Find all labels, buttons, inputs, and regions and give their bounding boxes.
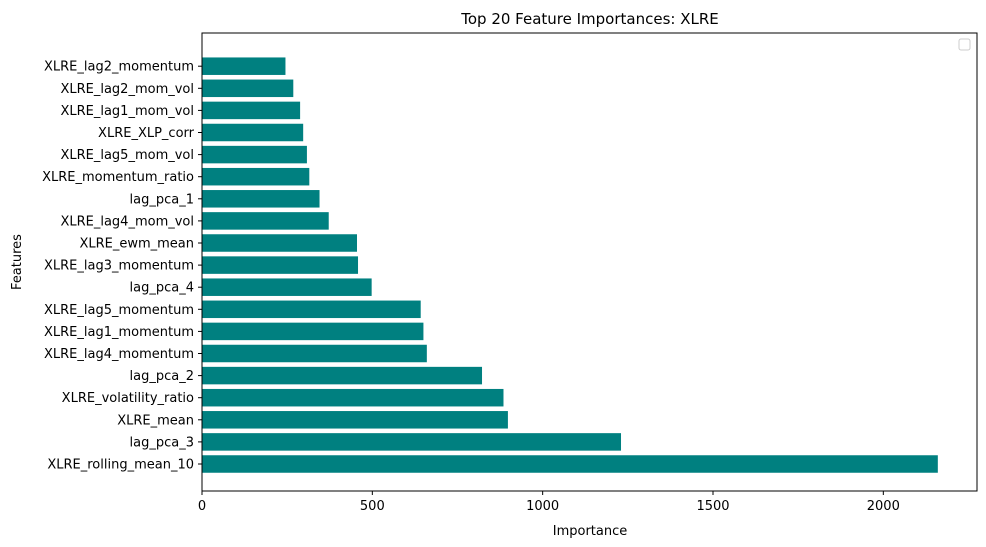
y-tick-label: XLRE_lag4_momentum	[44, 347, 194, 362]
bar	[202, 366, 483, 385]
x-tick-label: 1500	[696, 499, 729, 514]
y-tick-label: XLRE_lag2_momentum	[44, 60, 194, 75]
bar	[202, 300, 421, 319]
y-tick-label: lag_pca_4	[130, 281, 194, 296]
y-tick-label: XLRE_lag5_momentum	[44, 303, 194, 318]
y-tick-label: lag_pca_2	[130, 369, 194, 384]
y-tick-label: XLRE_XLP_corr	[98, 126, 195, 141]
y-tick-labels: XLRE_rolling_mean_10 lag_pca_3 XLRE_mean XL…	[42, 60, 202, 473]
bar	[202, 455, 938, 473]
y-tick-label: XLRE_lag5_mom_vol	[60, 148, 194, 163]
x-axis-label: Importance	[553, 524, 628, 539]
bar	[202, 101, 301, 120]
y-tick-label: XLRE_lag2_mom_vol	[60, 82, 194, 97]
bars-group	[202, 57, 938, 473]
bar	[202, 123, 304, 142]
bar	[202, 278, 372, 296]
y-axis-label: Features	[10, 234, 25, 290]
y-tick-label: XLRE_lag3_momentum	[44, 259, 194, 274]
y-tick-label: XLRE_lag1_mom_vol	[60, 104, 194, 119]
x-tick-label: 1000	[526, 499, 559, 514]
y-tick-label: lag_pca_3	[130, 435, 194, 450]
bar	[202, 167, 310, 186]
legend-box	[958, 38, 971, 51]
x-tick-label: 500	[360, 499, 385, 514]
bar	[202, 145, 307, 164]
bar	[202, 234, 357, 252]
bar	[202, 344, 427, 363]
bar	[202, 57, 286, 75]
chart-title: Top 20 Feature Importances: XLRE	[460, 10, 719, 28]
bar	[202, 190, 320, 208]
bar	[202, 256, 359, 274]
bar	[202, 433, 622, 451]
y-tick-label: XLRE_mean	[117, 413, 194, 428]
plot-frame	[201, 32, 978, 492]
x-tick-label: 0	[198, 499, 206, 514]
bar	[202, 388, 504, 407]
bar	[202, 79, 294, 98]
y-tick-label: XLRE_lag1_momentum	[44, 325, 194, 340]
y-tick-label: lag_pca_1	[130, 192, 194, 207]
y-tick-label: XLRE_rolling_mean_10	[47, 458, 194, 473]
bar	[202, 322, 424, 341]
bar	[202, 212, 329, 230]
y-tick-label: XLRE_momentum_ratio	[42, 170, 194, 185]
y-tick-label: XLRE_ewm_mean	[79, 237, 194, 252]
y-tick-label: XLRE_lag4_mom_vol	[60, 214, 194, 229]
x-ticks: 0 500 1000 1500 2000	[198, 491, 900, 514]
bar	[202, 411, 508, 429]
x-tick-label: 2000	[867, 499, 900, 514]
y-tick-label: XLRE_volatility_ratio	[62, 391, 194, 406]
